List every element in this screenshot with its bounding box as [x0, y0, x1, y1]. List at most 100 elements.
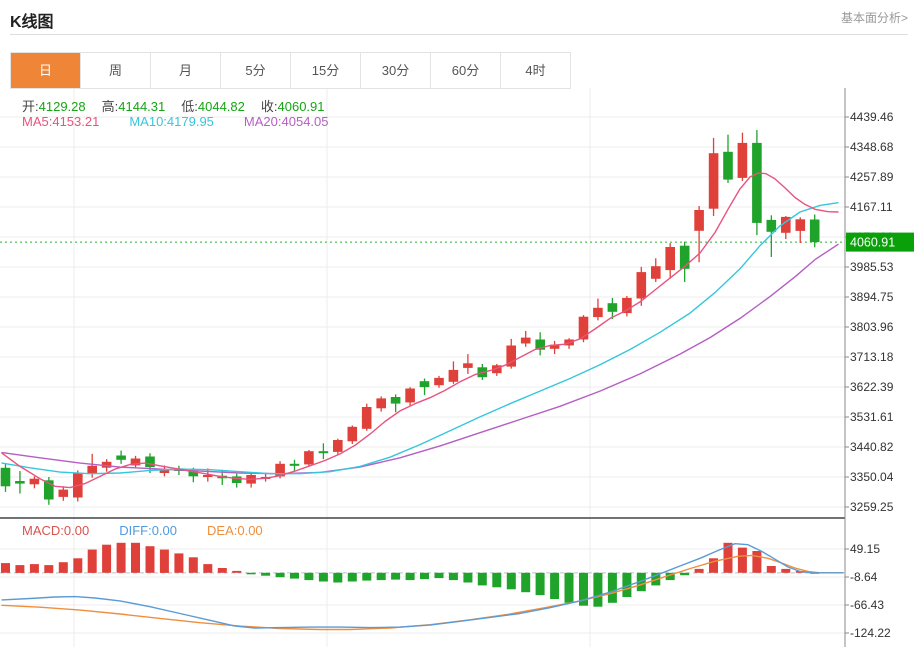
- macd-histogram-bar: [766, 566, 776, 573]
- macd-histogram-bar: [579, 572, 588, 606]
- macd-readout: MACD:0.00 DIFF:0.00 DEA:0.00: [22, 523, 293, 538]
- macd-histogram-bar: [275, 572, 285, 578]
- tab-interval-2[interactable]: 月: [151, 53, 221, 88]
- candle-body: [766, 219, 777, 232]
- candle-body: [130, 458, 141, 466]
- main-y-tick-label: 3350.04: [850, 470, 894, 484]
- candle-body: [159, 469, 170, 473]
- candle-body: [318, 451, 329, 454]
- macd-histogram-bar: [131, 542, 140, 573]
- candle-body: [492, 365, 502, 374]
- main-y-tick-label: 3713.18: [850, 350, 894, 364]
- candle-body: [781, 216, 791, 233]
- macd-histogram-bar: [318, 572, 328, 582]
- candle-body: [304, 451, 314, 465]
- macd-histogram-bar: [290, 572, 299, 579]
- macd-histogram-bar: [44, 565, 54, 573]
- ma10-line: [1, 202, 839, 475]
- candle-body: [347, 426, 358, 442]
- macd-histogram-bar: [709, 558, 718, 573]
- fundamental-analysis-link[interactable]: 基本面分析>: [840, 11, 908, 25]
- tab-interval-6[interactable]: 60分: [431, 53, 501, 88]
- candle-body: [44, 480, 54, 500]
- current-price-badge-label: 4060.91: [850, 236, 895, 250]
- page-title: K线图: [10, 14, 54, 31]
- row-macd-item-1: DIFF:0.00: [119, 523, 178, 538]
- candle-body: [0, 467, 11, 487]
- candle-body: [188, 470, 199, 477]
- tab-interval-7[interactable]: 4时: [501, 53, 570, 88]
- row-ohlc-item-2: 低:4044.82: [181, 99, 245, 114]
- row-ma-item-0: MA5:4153.21: [22, 114, 100, 129]
- macd-histogram-bar: [145, 546, 155, 573]
- macd-histogram-bar: [347, 572, 357, 582]
- candle-body: [289, 463, 300, 466]
- macd-histogram-bar: [102, 544, 112, 573]
- macd-histogram-bar: [448, 572, 458, 581]
- tab-interval-0[interactable]: 日: [11, 53, 81, 88]
- candle-body: [116, 455, 126, 460]
- macd-histogram-bar: [159, 549, 169, 573]
- candle-body: [593, 307, 603, 318]
- macd-y-tick-label: 49.15: [850, 542, 880, 556]
- tab-interval-4[interactable]: 15分: [291, 53, 361, 88]
- candle-body: [622, 297, 632, 314]
- diff-line: [1, 543, 844, 629]
- candle-body: [679, 245, 690, 269]
- candle-body: [434, 377, 444, 386]
- candle-body: [809, 219, 820, 243]
- main-y-tick-label: 3985.53: [850, 260, 894, 274]
- macd-histogram-bar: [622, 572, 632, 597]
- candle-body: [333, 440, 343, 452]
- macd-histogram-bar: [58, 562, 68, 573]
- macd-histogram-bar: [188, 557, 198, 573]
- macd-histogram-bar: [246, 572, 256, 575]
- macd-histogram-bar: [1, 563, 10, 573]
- candle-body: [463, 363, 473, 368]
- macd-histogram-bar: [477, 572, 487, 586]
- macd-histogram-bar: [376, 572, 386, 581]
- main-y-tick-label: 3803.96: [850, 320, 894, 334]
- macd-histogram-bar: [463, 572, 473, 583]
- macd-histogram-bar: [434, 572, 444, 579]
- macd-histogram-bar: [333, 572, 343, 583]
- candle-body: [795, 219, 806, 231]
- macd-histogram-bar: [304, 572, 314, 581]
- main-y-tick-label: 3622.39: [850, 380, 894, 394]
- candle-body: [448, 369, 459, 382]
- macd-histogram-bar: [752, 551, 762, 573]
- macd-y-tick-label: -124.22: [850, 626, 891, 640]
- candle-body: [737, 142, 748, 178]
- main-y-tick-label: 3440.82: [850, 440, 894, 454]
- tab-interval-1[interactable]: 周: [81, 53, 151, 88]
- main-y-tick-label: 4348.68: [850, 140, 894, 154]
- ma-readout: MA5:4153.21 MA10:4179.95 MA20:4054.05: [22, 114, 359, 129]
- candle-body: [405, 388, 415, 403]
- candle-body: [708, 153, 719, 209]
- row-ohlc-item-3: 收:4060.91: [260, 99, 325, 114]
- candle-body: [723, 151, 733, 180]
- macd-histogram-bar: [636, 572, 646, 592]
- macd-histogram-bar: [362, 572, 372, 581]
- interval-tabbar: 日周月 5分 15分 30分 60分 4时: [10, 52, 571, 89]
- macd-histogram-bar: [15, 565, 25, 573]
- candle-body: [58, 489, 69, 497]
- macd-histogram-bar: [116, 542, 126, 573]
- candle-body: [390, 397, 401, 404]
- candle-body: [694, 210, 704, 231]
- candle-body: [419, 381, 430, 388]
- macd-histogram-bar: [203, 564, 213, 573]
- tab-interval-5[interactable]: 30分: [361, 53, 431, 88]
- header-divider: [10, 34, 908, 35]
- candle-body: [607, 303, 618, 312]
- candle-body: [520, 337, 531, 344]
- row-macd-item-0: MACD:0.00: [22, 523, 90, 538]
- macd-histogram-bar: [73, 558, 83, 573]
- macd-y-tick-label: -8.64: [850, 570, 878, 584]
- row-ma-item-1: MA10:4179.95: [129, 114, 214, 129]
- candle-body: [145, 456, 155, 468]
- macd-histogram-bar: [521, 572, 531, 593]
- macd-histogram-bar: [564, 572, 574, 603]
- candle-body: [752, 142, 762, 223]
- tab-interval-3[interactable]: 5分: [221, 53, 291, 88]
